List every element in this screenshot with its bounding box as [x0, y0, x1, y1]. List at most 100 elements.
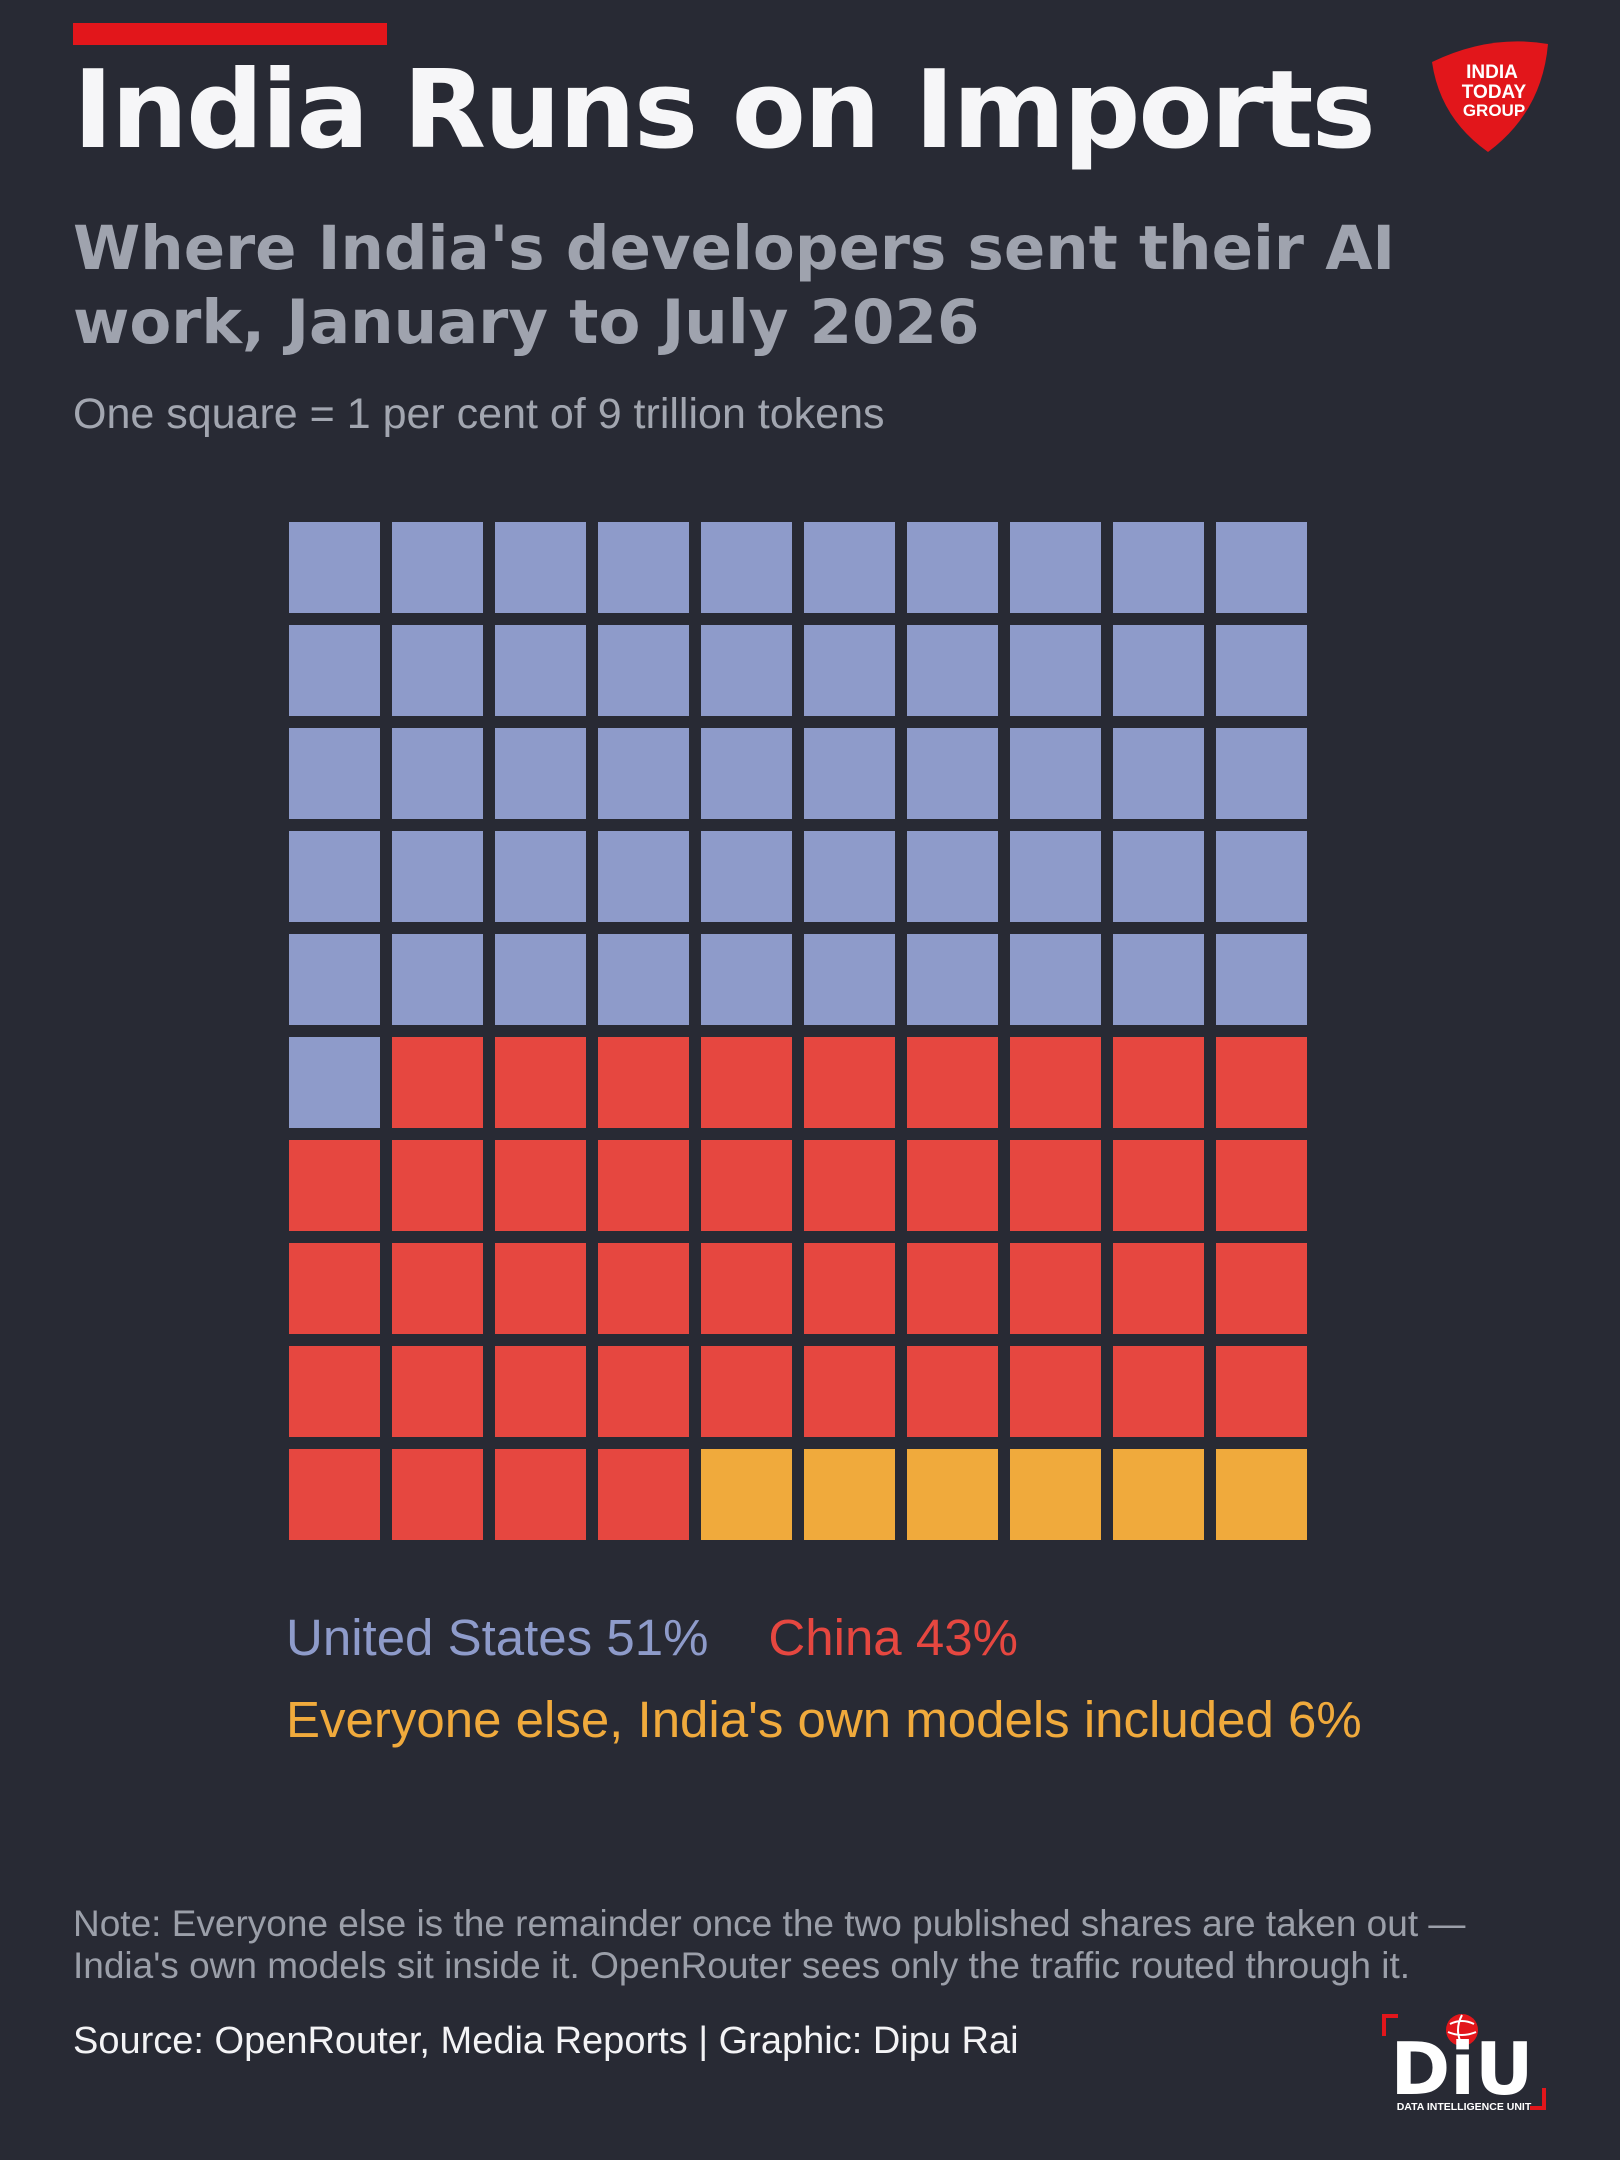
waffle-square-united-states [289, 728, 380, 819]
logo-line-1: INDIA [1466, 62, 1518, 83]
waffle-square-china [495, 1037, 586, 1128]
logo-line-2: TODAY [1462, 82, 1527, 103]
waffle-square-china [907, 1037, 998, 1128]
waffle-square-united-states [289, 625, 380, 716]
waffle-square-united-states [701, 625, 792, 716]
legend-china: China 43% [768, 1609, 1018, 1666]
waffle-square-united-states [907, 625, 998, 716]
waffle-square-china [392, 1346, 483, 1437]
waffle-square-china [1113, 1037, 1204, 1128]
waffle-square-china [289, 1449, 380, 1540]
waffle-square-united-states [1113, 522, 1204, 613]
waffle-chart [289, 522, 1307, 1540]
waffle-square-china [701, 1140, 792, 1231]
waffle-square-united-states [701, 728, 792, 819]
waffle-square-united-states [392, 625, 483, 716]
waffle-square-united-states [804, 522, 895, 613]
waffle-square-china [495, 1449, 586, 1540]
waffle-square-united-states [1216, 934, 1307, 1025]
waffle-square-united-states [804, 625, 895, 716]
source-credit: Source: OpenRouter, Media Reports | Grap… [73, 2020, 1019, 2062]
waffle-square-everyone-else-india-s-own-models-included [907, 1449, 998, 1540]
waffle-square-everyone-else-india-s-own-models-included [1113, 1449, 1204, 1540]
waffle-square-united-states [1113, 831, 1204, 922]
waffle-square-china [1113, 1140, 1204, 1231]
waffle-square-china [1010, 1346, 1101, 1437]
waffle-square-everyone-else-india-s-own-models-included [1216, 1449, 1307, 1540]
waffle-square-china [701, 1243, 792, 1334]
waffle-square-united-states [495, 625, 586, 716]
waffle-square-everyone-else-india-s-own-models-included [1010, 1449, 1101, 1540]
waffle-square-china [1010, 1037, 1101, 1128]
waffle-square-united-states [289, 831, 380, 922]
legend-united-states: United States 51% [286, 1609, 709, 1666]
waffle-square-united-states [1216, 728, 1307, 819]
waffle-square-united-states [598, 934, 689, 1025]
waffle-square-united-states [495, 522, 586, 613]
accent-bar [73, 23, 387, 45]
waffle-square-china [392, 1037, 483, 1128]
waffle-square-china [1216, 1243, 1307, 1334]
waffle-square-united-states [598, 728, 689, 819]
logo-line-3: GROUP [1463, 101, 1525, 120]
waffle-square-china [598, 1243, 689, 1334]
waffle-square-united-states [1010, 831, 1101, 922]
waffle-square-united-states [907, 934, 998, 1025]
waffle-square-united-states [392, 728, 483, 819]
waffle-square-united-states [598, 831, 689, 922]
waffle-square-china [1216, 1346, 1307, 1437]
waffle-square-china [1010, 1140, 1101, 1231]
page-title: India Runs on Imports [73, 48, 1376, 173]
diu-caption: DATA INTELLIGENCE UNIT [1397, 2101, 1532, 2113]
legend-everyone-else: Everyone else, India's own models includ… [286, 1691, 1362, 1748]
diu-logo: DiU DATA INTELLIGENCE UNIT [1378, 2010, 1550, 2114]
waffle-square-united-states [289, 1037, 380, 1128]
waffle-square-china [495, 1243, 586, 1334]
waffle-square-china [804, 1140, 895, 1231]
footnote: Note: Everyone else is the remainder onc… [73, 1903, 1466, 1986]
legend-row-1: United States 51% China 43% [286, 1608, 1018, 1667]
waffle-square-united-states [1113, 934, 1204, 1025]
waffle-square-united-states [1216, 625, 1307, 716]
waffle-square-china [1216, 1037, 1307, 1128]
waffle-square-united-states [804, 728, 895, 819]
waffle-square-china [289, 1243, 380, 1334]
diu-letters: DiU [1391, 2027, 1534, 2111]
waffle-square-united-states [1010, 522, 1101, 613]
waffle-square-united-states [392, 831, 483, 922]
waffle-square-united-states [1113, 625, 1204, 716]
waffle-square-united-states [907, 728, 998, 819]
waffle-square-china [907, 1346, 998, 1437]
waffle-square-united-states [1010, 728, 1101, 819]
waffle-square-united-states [907, 831, 998, 922]
waffle-square-united-states [1113, 728, 1204, 819]
waffle-square-united-states [598, 522, 689, 613]
waffle-square-united-states [907, 522, 998, 613]
unit-note: One square = 1 per cent of 9 trillion to… [73, 390, 885, 438]
waffle-square-united-states [1010, 625, 1101, 716]
waffle-square-united-states [701, 522, 792, 613]
legend-row-2: Everyone else, India's own models includ… [286, 1690, 1362, 1749]
waffle-square-china [907, 1140, 998, 1231]
chart-subtitle: Where India's developers sent their AI w… [73, 213, 1396, 358]
waffle-square-united-states [1216, 831, 1307, 922]
waffle-square-china [495, 1346, 586, 1437]
waffle-square-united-states [495, 934, 586, 1025]
waffle-square-united-states [392, 522, 483, 613]
waffle-square-china [804, 1243, 895, 1334]
waffle-square-united-states [289, 934, 380, 1025]
waffle-square-china [392, 1449, 483, 1540]
waffle-square-china [1010, 1243, 1101, 1334]
waffle-square-china [701, 1346, 792, 1437]
waffle-square-china [907, 1243, 998, 1334]
india-today-group-logo: INDIA TODAY GROUP [1428, 40, 1550, 154]
waffle-square-china [289, 1346, 380, 1437]
waffle-square-united-states [495, 728, 586, 819]
waffle-square-united-states [804, 831, 895, 922]
waffle-square-china [598, 1037, 689, 1128]
waffle-square-united-states [1216, 522, 1307, 613]
waffle-square-everyone-else-india-s-own-models-included [804, 1449, 895, 1540]
waffle-square-china [701, 1037, 792, 1128]
waffle-square-china [289, 1140, 380, 1231]
waffle-square-china [598, 1449, 689, 1540]
